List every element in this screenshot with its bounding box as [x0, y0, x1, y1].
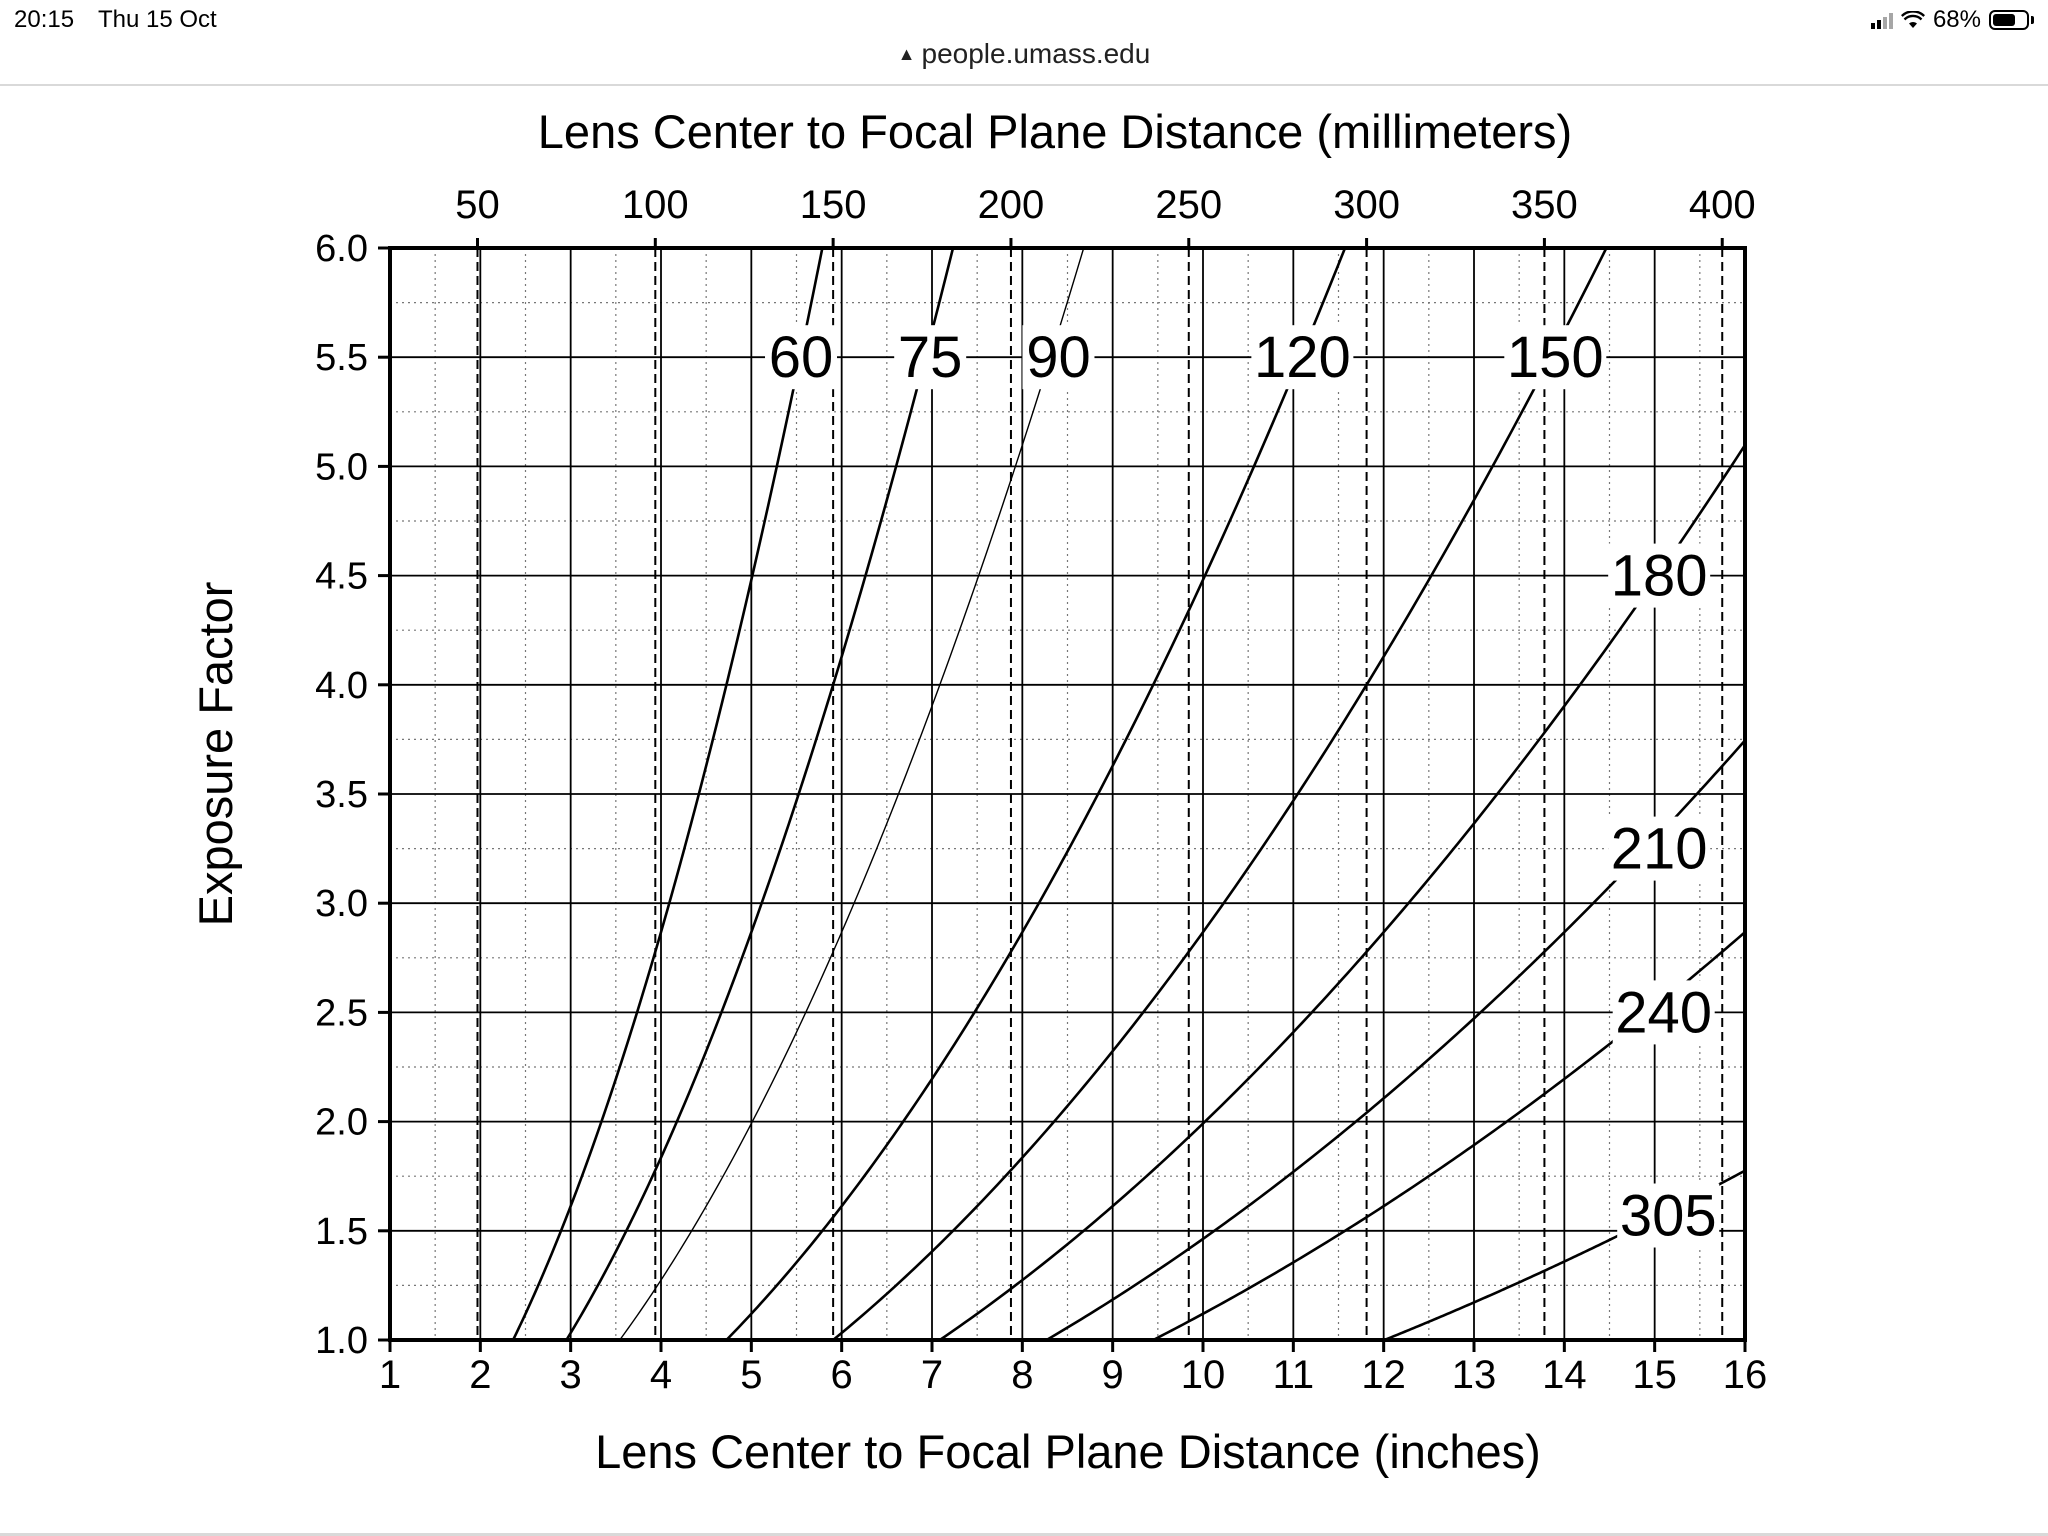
y-tick-label: 5.5: [315, 337, 368, 379]
x-tick-label: 6: [831, 1353, 853, 1397]
curve-label-bg: [765, 325, 838, 390]
curve-90: [619, 247, 1085, 1341]
url-text: people.umass.edu: [921, 38, 1151, 69]
top-tick-label: 350: [1511, 183, 1578, 227]
curve-label-bg: [1251, 325, 1354, 390]
curve-label-210: 210: [1611, 817, 1708, 882]
x-tick-label: 10: [1181, 1353, 1226, 1397]
top-tick-label: 200: [978, 183, 1045, 227]
curve-label-90: 90: [1026, 325, 1091, 390]
y-tick-label: 2.5: [315, 992, 368, 1034]
x-axis-title: Lens Center to Focal Plane Distance (inc…: [595, 1425, 1541, 1478]
curve-label-75: 75: [898, 325, 963, 390]
curve-label-bg: [1617, 1183, 1720, 1248]
x-tick-label: 11: [1273, 1353, 1315, 1397]
status-time: 20:15: [14, 6, 75, 33]
x-tick-label: 16: [1723, 1353, 1768, 1397]
top-tick-label: 100: [622, 183, 689, 227]
x-tick-label: 4: [650, 1353, 672, 1397]
grid: [390, 248, 1745, 1340]
y-tick-label: 5.0: [315, 446, 368, 488]
tick-labels: 1 2 3 4 5 6 7 8 9 10 11 12 13 14 15 161.01.52.02.53.03.…: [315, 183, 1767, 1397]
focal-length-curves: 60 75 90 120 150 180 210 240 305: [511, 247, 1747, 1342]
top-tick-label: 150: [800, 183, 867, 227]
x-tick-label: 15: [1632, 1353, 1677, 1397]
signal-icon: [1870, 11, 1893, 29]
curve-75: [565, 247, 955, 1341]
status-indicators: 68%: [1870, 6, 2034, 34]
wifi-icon: [1900, 11, 1925, 28]
y-tick-label: 2.0: [315, 1102, 368, 1144]
curve-label-240: 240: [1615, 980, 1712, 1045]
curve-label-bg: [1022, 325, 1095, 390]
y-tick-label: 3.5: [315, 774, 368, 816]
y-tick-label: 6.0: [315, 228, 368, 270]
page-bottom-edge: [0, 1533, 2048, 1536]
curve-120: [725, 247, 1347, 1341]
toolbar-divider: [0, 84, 2048, 86]
y-tick-label: 4.0: [315, 665, 368, 707]
status-date: Thu 15 Oct: [98, 6, 217, 33]
y-tick-label: 3.0: [315, 883, 368, 925]
curve-label-150: 150: [1507, 325, 1604, 390]
x-tick-label: 12: [1361, 1353, 1406, 1397]
curve-label-120: 120: [1254, 325, 1351, 390]
curve-label-bg: [1608, 816, 1711, 881]
x-tick-label: 2: [469, 1353, 491, 1397]
curve-label-305: 305: [1620, 1184, 1717, 1249]
curve-label-bg: [1504, 325, 1607, 390]
top-tick-label: 50: [455, 183, 500, 227]
curve-150: [832, 247, 1608, 1342]
x-tick-label: 5: [740, 1353, 762, 1397]
x-tick-label: 9: [1102, 1353, 1124, 1397]
y-axis-title: Exposure Factor: [189, 582, 242, 927]
lock-icon: ▲: [897, 44, 916, 64]
x-tick-label: 7: [921, 1353, 943, 1397]
curve-60: [511, 247, 824, 1341]
x-tick-label: 14: [1542, 1353, 1587, 1397]
curve-180: [939, 444, 1747, 1342]
curve-label-bg: [1608, 543, 1711, 608]
top-tick-label: 250: [1155, 183, 1222, 227]
curve-label-180: 180: [1611, 544, 1708, 609]
curve-label-bg: [1612, 980, 1715, 1045]
x-tick-label: 3: [560, 1353, 582, 1397]
status-bar: 20:15 Thu 15 Oct 68%: [0, 0, 2048, 40]
curve-label-bg: [894, 325, 967, 390]
battery-percent: 68%: [1932, 6, 1981, 33]
x-tick-label: 1: [379, 1353, 401, 1397]
top-tick-label: 300: [1333, 183, 1400, 227]
y-tick-label: 1.0: [315, 1320, 368, 1362]
top-axis-title: Lens Center to Focal Plane Distance (mil…: [538, 105, 1572, 158]
curve-label-60: 60: [769, 325, 834, 390]
battery-icon: [1989, 10, 2034, 30]
y-tick-label: 1.5: [315, 1211, 368, 1253]
url-bar[interactable]: ▲ people.umass.edu: [0, 38, 2048, 70]
y-tick-label: 4.5: [315, 556, 368, 598]
top-tick-label: 400: [1689, 183, 1756, 227]
x-tick-label: 8: [1011, 1353, 1033, 1397]
x-tick-label: 13: [1452, 1353, 1497, 1397]
